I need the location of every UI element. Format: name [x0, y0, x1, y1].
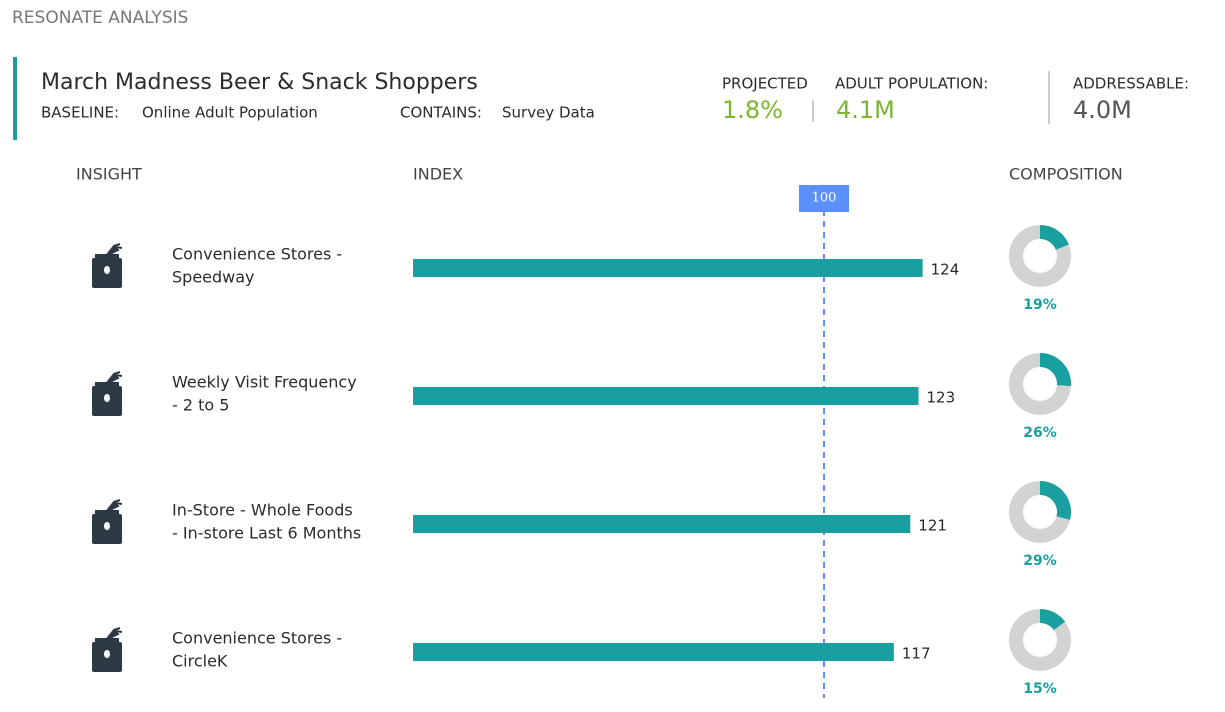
contains-label: CONTAINS: [400, 104, 482, 122]
value-label: 121 [918, 517, 947, 535]
icon-carrot [105, 499, 123, 513]
donut-segment [1039, 353, 1071, 386]
insight-label: Speedway [172, 268, 255, 287]
insight-icon [92, 627, 123, 672]
baseline-label: BASELINE: [41, 104, 119, 122]
donut-label: 26% [1023, 425, 1057, 441]
insight-label: Convenience Stores - [172, 629, 342, 648]
icon-tag [104, 522, 110, 530]
donut-segment [1039, 225, 1069, 251]
insight-label: - In-store Last 6 Months [172, 524, 361, 543]
bar [413, 643, 894, 661]
app-title: RESONATE ANALYSIS [12, 8, 188, 28]
population-value: 4.1M [836, 96, 895, 124]
icon-tag [104, 266, 110, 274]
reference-label: 100 [812, 191, 837, 206]
column-header: INSIGHT [76, 165, 142, 184]
reference-badge [799, 185, 849, 212]
icon-tag [104, 394, 110, 402]
insight-label: Weekly Visit Frequency [172, 373, 357, 392]
accent-bar [13, 57, 17, 140]
icon-bag-top [95, 382, 119, 388]
projected-value: 1.8% [722, 96, 783, 124]
addressable-value: 4.0M [1073, 96, 1132, 124]
baseline-value: Online Adult Population [142, 104, 318, 122]
contains-value: Survey Data [502, 104, 595, 122]
insight-label: In-Store - Whole Foods [172, 501, 353, 520]
segment-title: March Madness Beer & Snack Shoppers [41, 70, 478, 95]
donut-label: 15% [1023, 681, 1057, 697]
bar [413, 387, 919, 405]
value-label: 124 [931, 261, 960, 279]
donut-label: 19% [1023, 297, 1057, 313]
bar [413, 259, 923, 277]
value-label: 123 [927, 389, 956, 407]
value-label: 117 [902, 645, 931, 663]
insight-icon [92, 499, 123, 544]
projected-label: PROJECTED [722, 75, 808, 93]
addressable-label: ADDRESSABLE: [1073, 75, 1189, 93]
icon-tag [104, 650, 110, 658]
column-header: COMPOSITION [1009, 165, 1123, 184]
donut-label: 29% [1023, 553, 1057, 569]
insight-label: - 2 to 5 [172, 396, 229, 415]
insight-label: Convenience Stores - [172, 245, 342, 264]
population-label: ADULT POPULATION: [835, 75, 988, 93]
icon-carrot [105, 371, 123, 385]
insight-icon [92, 243, 123, 288]
icon-bag-top [95, 254, 119, 260]
donut-segment [1039, 481, 1071, 520]
insight-label: CircleK [172, 652, 228, 671]
icon-bag-top [95, 638, 119, 644]
bar [413, 515, 911, 533]
column-header: INDEX [413, 165, 463, 184]
icon-carrot [105, 627, 123, 641]
insight-icon [92, 371, 123, 416]
icon-carrot [105, 243, 123, 257]
donut-segment [1039, 609, 1066, 631]
icon-bag-top [95, 510, 119, 516]
